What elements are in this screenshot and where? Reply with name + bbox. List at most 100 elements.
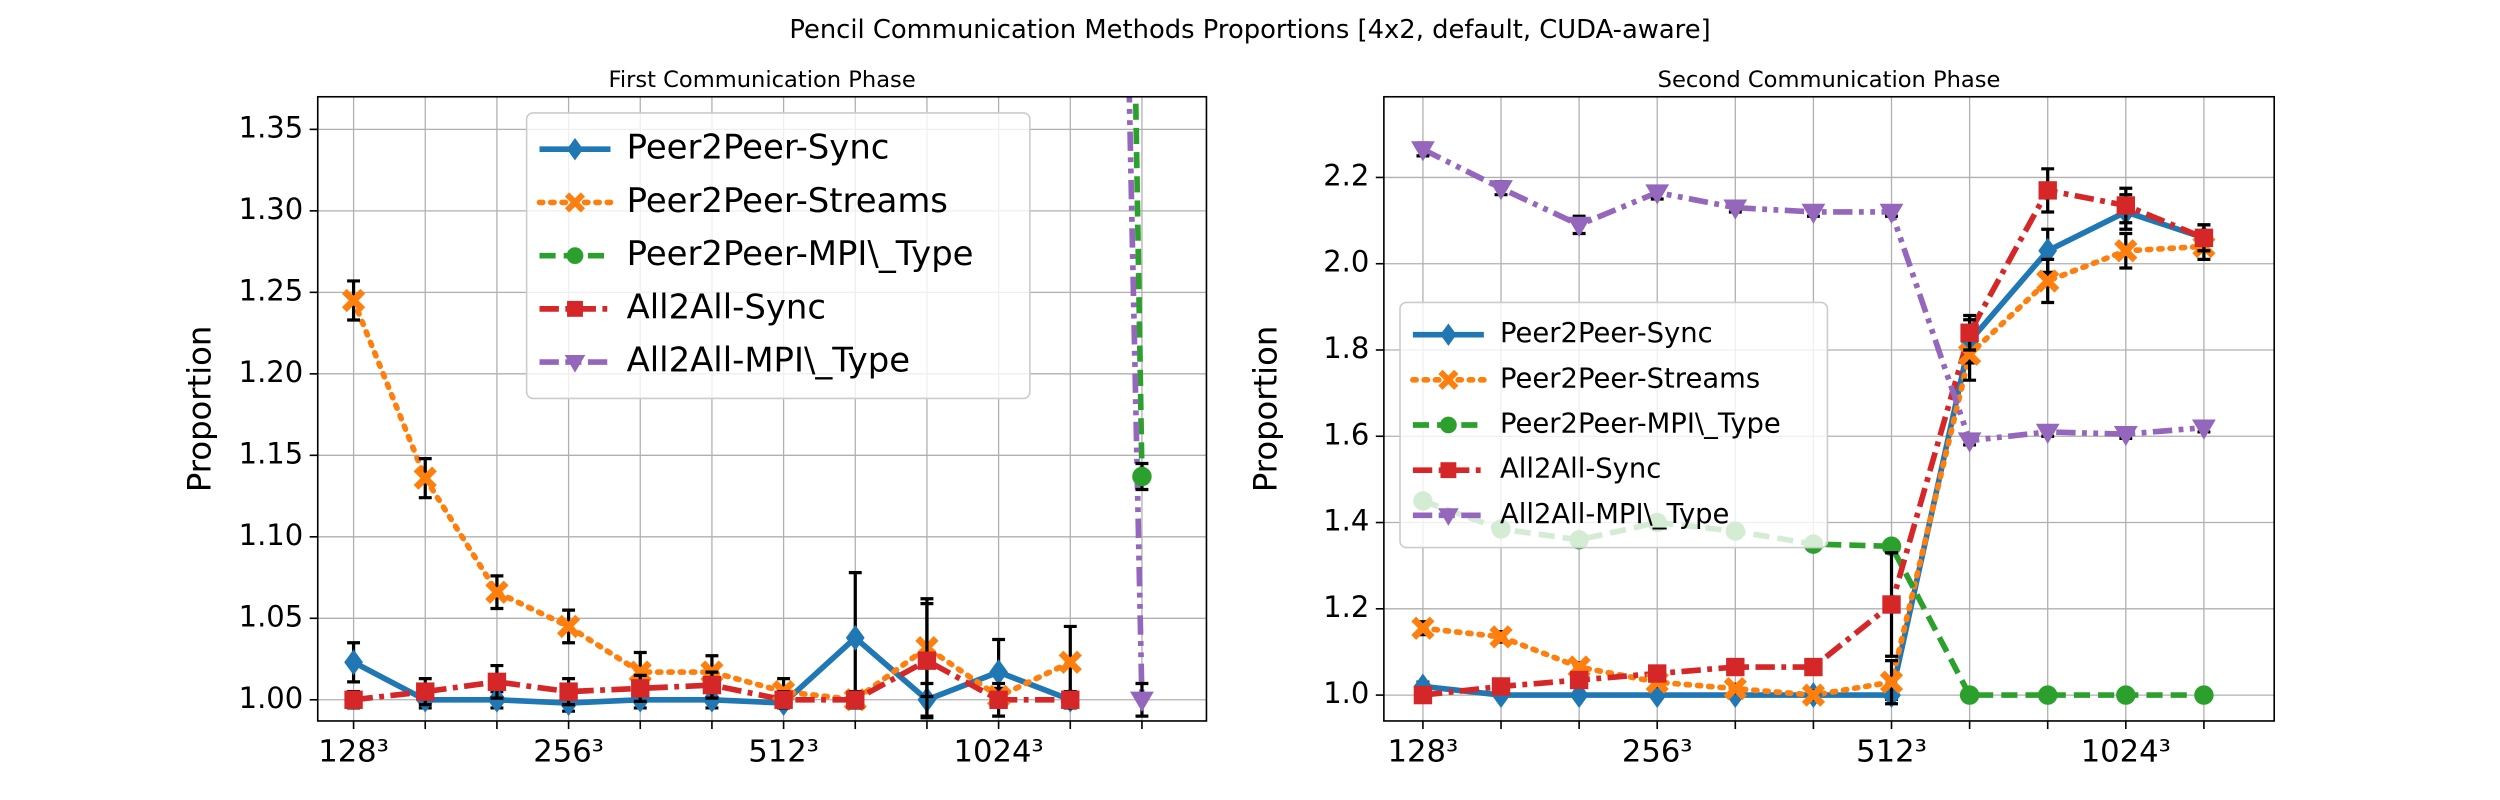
legend-marker (1440, 416, 1457, 434)
y-tick-label: 1.8 (1323, 331, 1369, 365)
marker (2194, 228, 2214, 248)
marker (344, 690, 363, 709)
y-tick-label: 1.10 (239, 518, 304, 552)
legend-label: All2All-MPI\_Type (627, 341, 910, 380)
marker (1567, 216, 1592, 237)
legend-marker (567, 300, 583, 317)
marker (413, 466, 437, 490)
marker (1723, 676, 1747, 701)
legend-marker (566, 138, 584, 161)
marker (774, 690, 793, 709)
marker (416, 682, 435, 701)
marker (1130, 691, 1154, 712)
marker (1411, 616, 1435, 640)
legend-marker (564, 355, 586, 373)
x-tick-label: 256³ (533, 735, 604, 770)
marker (487, 686, 507, 713)
subplot: First Communication Phase Proportion 128³ 2… (181, 67, 1208, 770)
axes-frame (316, 95, 1208, 722)
marker (917, 651, 937, 670)
marker (1957, 432, 1982, 453)
y-tick-label: 1.20 (239, 355, 304, 389)
marker (1132, 466, 1152, 487)
marker (2116, 196, 2136, 215)
marker (487, 672, 507, 692)
marker (485, 580, 509, 604)
marker (1801, 683, 1826, 707)
marker (1489, 625, 1513, 649)
marker (2194, 685, 2214, 705)
marker (1804, 657, 1823, 677)
marker (2116, 685, 2136, 705)
y-tick-label: 1.30 (239, 192, 304, 226)
marker (2035, 423, 2060, 445)
legend-label: Peer2Peer-MPI\_Type (1500, 409, 1781, 440)
marker (702, 675, 722, 695)
legend-marker (1440, 323, 1457, 346)
x-tick-label: 1024³ (953, 735, 1043, 770)
marker (1723, 199, 1748, 220)
marker (1648, 664, 1667, 683)
marker (1879, 203, 1904, 225)
y-tick-label: 1.15 (239, 436, 304, 470)
marker (989, 690, 1008, 709)
marker (2114, 239, 2138, 263)
subplot-title: First Communication Phase (608, 67, 915, 93)
marker (1879, 670, 1904, 694)
legend-marker (1440, 462, 1457, 479)
legend-label: Peer2Peer-MPI\_Type (627, 234, 974, 273)
marker (1058, 650, 1082, 674)
legend-marker (1438, 369, 1459, 390)
marker (556, 614, 581, 639)
marker (1413, 685, 1433, 705)
x-tick-label: 256³ (1622, 735, 1693, 770)
axes-frame (1383, 95, 2275, 722)
marker (344, 649, 363, 676)
marker (1411, 141, 1435, 162)
y-tick-label: 1.00 (239, 681, 304, 715)
y-tick-label: 1.0 (1323, 676, 1369, 710)
legend-marker (566, 247, 584, 265)
marker (1959, 685, 1980, 705)
marker (1960, 323, 1979, 342)
figure-title: Pencil Communication Methods Proportions… (789, 15, 1710, 45)
plot-area (341, 96, 1154, 720)
x-tick-label: 1024³ (2081, 735, 2171, 770)
marker (1801, 203, 1826, 225)
marker (1569, 670, 1589, 690)
marker (1645, 184, 1670, 205)
marker (1061, 690, 1080, 709)
marker (846, 690, 865, 709)
legend-label: Peer2Peer-Sync (1500, 318, 1713, 349)
marker (1569, 682, 1589, 708)
marker (631, 679, 650, 698)
legend-label: Peer2Peer-Streams (1500, 363, 1760, 394)
y-tick-label: 1.6 (1323, 417, 1369, 451)
legend-marker (1438, 508, 1459, 526)
y-tick-label: 1.05 (239, 599, 304, 633)
legend-label: Peer2Peer-Streams (627, 181, 948, 220)
marker (1489, 180, 1513, 201)
legend-label: Peer2Peer-Sync (627, 128, 890, 167)
y-tick-label: 2.2 (1323, 158, 1369, 192)
marker (845, 624, 865, 651)
marker (341, 288, 366, 313)
marker (2037, 685, 2058, 705)
subplot: Second Communication Phase Proportion 128³… (1247, 67, 2275, 770)
y-tick-label: 2.0 (1323, 245, 1369, 279)
marker (628, 660, 652, 684)
legend-label: All2All-Sync (627, 287, 826, 326)
x-tick-label: 512³ (1856, 735, 1927, 770)
marker (559, 682, 578, 701)
legend: Peer2Peer-Sync Peer2Peer-Streams Peer2Peer… (525, 112, 1031, 400)
y-tick-label: 1.4 (1323, 504, 1369, 538)
marker (2192, 419, 2216, 440)
y-axis-label: Proportion (181, 326, 219, 492)
marker (2038, 181, 2057, 200)
legend-label: All2All-MPI\_Type (1500, 499, 1729, 530)
legend-label: All2All-Sync (1500, 454, 1661, 485)
marker (1882, 595, 1901, 614)
subplot-title: Second Communication Phase (1658, 67, 2001, 93)
